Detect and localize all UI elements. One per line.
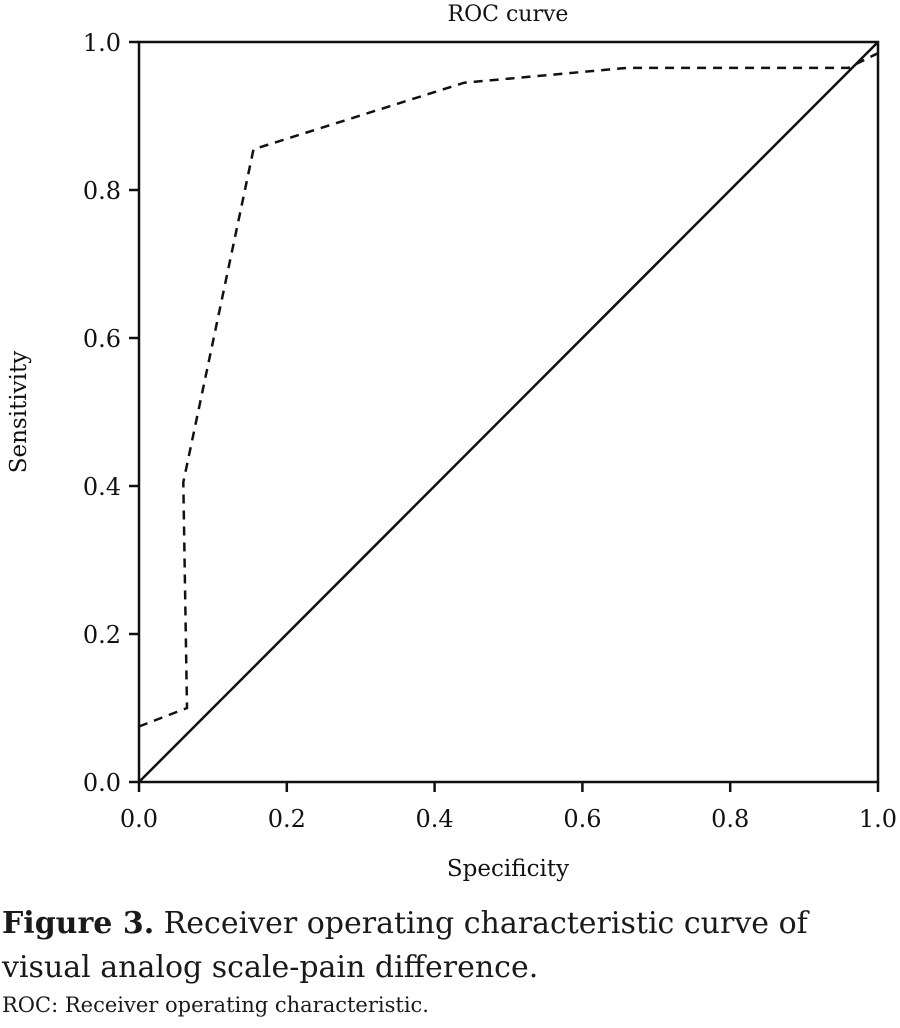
chart-title: ROC curve	[448, 2, 569, 27]
plot-frame	[137, 40, 880, 784]
figure-label: Figure 3.	[2, 906, 155, 941]
reference-diagonal-line	[138, 41, 879, 783]
figure-footnote: ROC: Receiver operating characteristic.	[2, 993, 429, 1017]
y-axis-label: Sensitivity	[6, 351, 32, 474]
figure-caption: Figure 3. Receiver operating characteris…	[2, 902, 898, 990]
y-tick-label: 0.2	[83, 621, 121, 649]
roc-chart: ROC curve 0.0 0.2 0.4 0.6 0.8 1.0 0.0 0.2 0.4 0.6…	[6, 2, 897, 882]
figure-caption-text: Receiver operating characteristic curve …	[2, 906, 808, 985]
x-tick-label: 0.2	[268, 805, 306, 833]
x-tick-label: 0.8	[711, 805, 749, 833]
x-tick-label: 0.6	[563, 805, 601, 833]
y-tick-label: 0.6	[83, 325, 121, 353]
y-tick-label: 1.0	[83, 29, 121, 57]
x-tick-label: 0.4	[416, 805, 454, 833]
roc-curve-line	[138, 51, 879, 728]
y-tick-label: 0.8	[83, 177, 121, 205]
y-tick-label: 0.0	[83, 769, 121, 797]
x-tick-label: 1.0	[859, 805, 897, 833]
x-axis-label: Specificity	[447, 856, 569, 882]
x-tick-label: 0.0	[120, 805, 158, 833]
y-tick-label: 0.4	[83, 473, 121, 501]
